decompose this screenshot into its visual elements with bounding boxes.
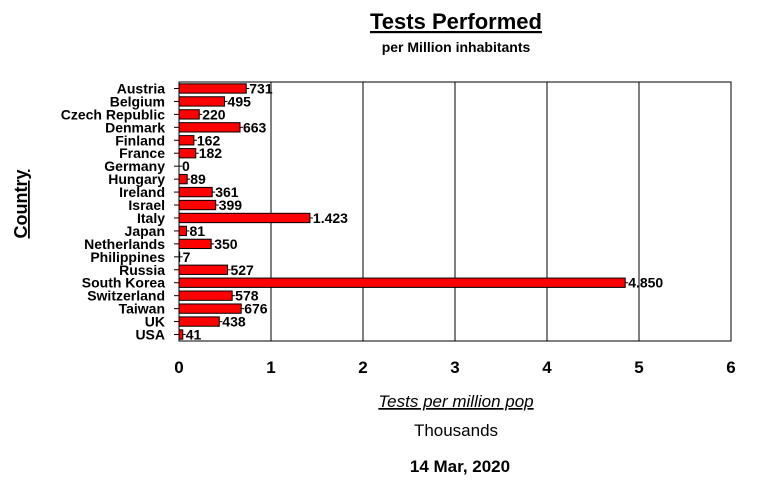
bar [178, 122, 241, 133]
bar [178, 329, 184, 340]
bar [178, 212, 311, 224]
category-label: Taiwan [119, 301, 165, 317]
category-label: France [119, 145, 165, 161]
x-tick-label: 2 [358, 358, 367, 377]
x-tick-label: 6 [726, 358, 735, 377]
x-tick-label: 3 [450, 358, 459, 377]
bar [178, 83, 247, 94]
data-label: 350 [214, 236, 238, 252]
bar [178, 303, 242, 314]
data-label: 4.850 [628, 275, 663, 291]
data-label: 7 [183, 249, 191, 265]
category-label: Israel [128, 197, 165, 213]
category-label: Denmark [105, 119, 165, 135]
category-label: Czech Republic [61, 106, 165, 122]
bar [178, 264, 228, 275]
chart-title: Tests Performed [370, 9, 542, 34]
bar [178, 225, 187, 237]
category-label: Russia [119, 262, 165, 278]
plot-frame [178, 81, 732, 342]
category-label: Austria [117, 80, 165, 96]
category-label: Switzerland [87, 288, 165, 304]
category-label: Netherlands [84, 236, 165, 252]
category-label: Philippines [90, 249, 165, 265]
data-label: 182 [199, 145, 223, 161]
data-label: 162 [197, 132, 221, 148]
data-label: 438 [222, 314, 246, 330]
plot-area: 0 1 2 3 4 5 6 Austria 731 Belgium 495 Czech Republi… [61, 80, 736, 377]
x-tick-label: 4 [542, 358, 552, 377]
x-tick-label: 1 [266, 358, 275, 377]
bar [178, 316, 220, 327]
data-label: 731 [249, 80, 273, 96]
data-label: 41 [186, 327, 202, 343]
bar [178, 135, 195, 146]
category-label: Finland [115, 132, 165, 148]
bar [178, 238, 212, 250]
chart-subtitle: per Million inhabitants [382, 39, 531, 55]
data-label: 361 [215, 184, 239, 200]
bar [178, 251, 181, 262]
bar [178, 109, 200, 120]
category-label: Japan [125, 223, 165, 239]
bar [178, 173, 188, 185]
data-label: 81 [189, 223, 205, 239]
data-label: 527 [230, 262, 254, 278]
bar [178, 199, 217, 211]
bar [178, 290, 233, 301]
bar [178, 148, 197, 159]
data-label: 495 [228, 93, 252, 109]
bar [178, 277, 626, 288]
x-tick-label: 5 [634, 358, 643, 377]
data-label: 220 [202, 106, 226, 122]
category-label: Germany [104, 158, 165, 174]
data-label: 676 [244, 301, 268, 317]
category-label: USA [135, 327, 165, 343]
data-label: 89 [190, 171, 206, 187]
category-label: Italy [137, 210, 165, 226]
x-axis-unit-label: Thousands [414, 421, 498, 440]
category-label: South Korea [82, 275, 165, 291]
x-tick-label: 0 [174, 358, 183, 377]
category-label: Belgium [110, 93, 165, 109]
chart-date: 14 Mar, 2020 [410, 457, 510, 476]
data-label: 578 [235, 288, 259, 304]
data-label: 663 [243, 119, 267, 135]
category-label: Hungary [108, 171, 165, 187]
bar [178, 186, 213, 198]
category-label: Ireland [119, 184, 165, 200]
data-label: 0 [182, 158, 190, 174]
y-axis-label: Country [11, 170, 31, 239]
category-label: UK [145, 314, 165, 330]
bar [178, 96, 226, 107]
data-label: 399 [219, 197, 243, 213]
x-axis-label: Tests per million pop [378, 392, 533, 411]
data-label: 1.423 [313, 210, 348, 226]
